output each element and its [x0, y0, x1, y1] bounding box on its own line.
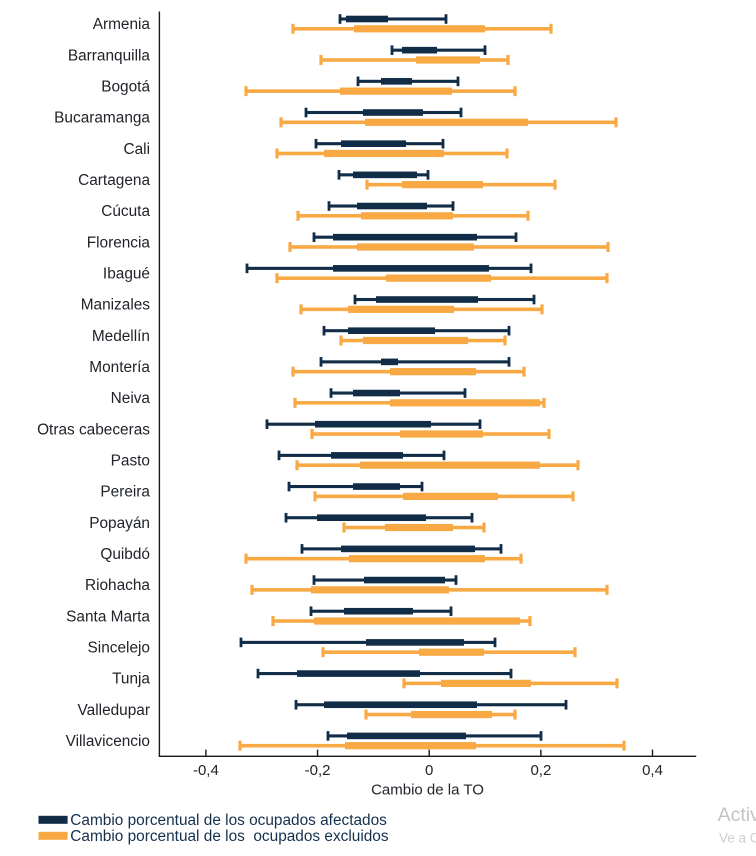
svg-text:Cambio de la TO: Cambio de la TO — [371, 782, 484, 799]
svg-text:0,4: 0,4 — [642, 762, 663, 779]
svg-text:Ibagué: Ibagué — [103, 265, 150, 282]
svg-text:Valledupar: Valledupar — [78, 702, 150, 719]
svg-text:Neiva: Neiva — [111, 390, 151, 407]
svg-text:Tunja: Tunja — [112, 671, 150, 688]
svg-text:Manizales: Manizales — [81, 297, 151, 314]
svg-text:Montería: Montería — [89, 359, 150, 376]
svg-text:Villavicencio: Villavicencio — [66, 733, 150, 750]
svg-text:Bucaramanga: Bucaramanga — [54, 110, 150, 127]
svg-text:Santa Marta: Santa Marta — [66, 608, 150, 625]
svg-text:Popayán: Popayán — [89, 515, 150, 532]
svg-text:Cambio porcentual de los ocup: Cambio porcentual de los ocupados exclui… — [70, 828, 389, 845]
svg-text:Barranquilla: Barranquilla — [68, 47, 151, 64]
svg-text:Pasto: Pasto — [111, 452, 150, 469]
svg-text:Ve a Configuración: Ve a Configuración — [719, 831, 756, 846]
svg-text:0: 0 — [425, 762, 433, 779]
svg-text:Cartagena: Cartagena — [78, 172, 150, 189]
svg-text:Otras cabeceras: Otras cabeceras — [37, 421, 150, 438]
svg-text:Cúcuta: Cúcuta — [101, 203, 150, 220]
svg-text:Pereira: Pereira — [100, 484, 150, 501]
svg-text:Sincelejo: Sincelejo — [88, 640, 150, 657]
svg-text:Activar Windows: Activar Windows — [718, 804, 756, 826]
svg-text:-0,2: -0,2 — [305, 762, 331, 779]
svg-text:Riohacha: Riohacha — [85, 577, 150, 594]
svg-text:Bogotá: Bogotá — [101, 78, 150, 95]
svg-text:Cali: Cali — [123, 141, 150, 158]
svg-text:-0,4: -0,4 — [193, 762, 219, 779]
svg-text:Quibdó: Quibdó — [100, 546, 150, 563]
svg-text:Cambio porcentual de los ocupa: Cambio porcentual de los ocupados afecta… — [70, 812, 387, 829]
svg-text:Florencia: Florencia — [87, 234, 151, 251]
svg-text:Medellín: Medellín — [92, 328, 150, 345]
svg-text:Armenia: Armenia — [93, 16, 151, 33]
svg-text:0,2: 0,2 — [530, 762, 551, 779]
